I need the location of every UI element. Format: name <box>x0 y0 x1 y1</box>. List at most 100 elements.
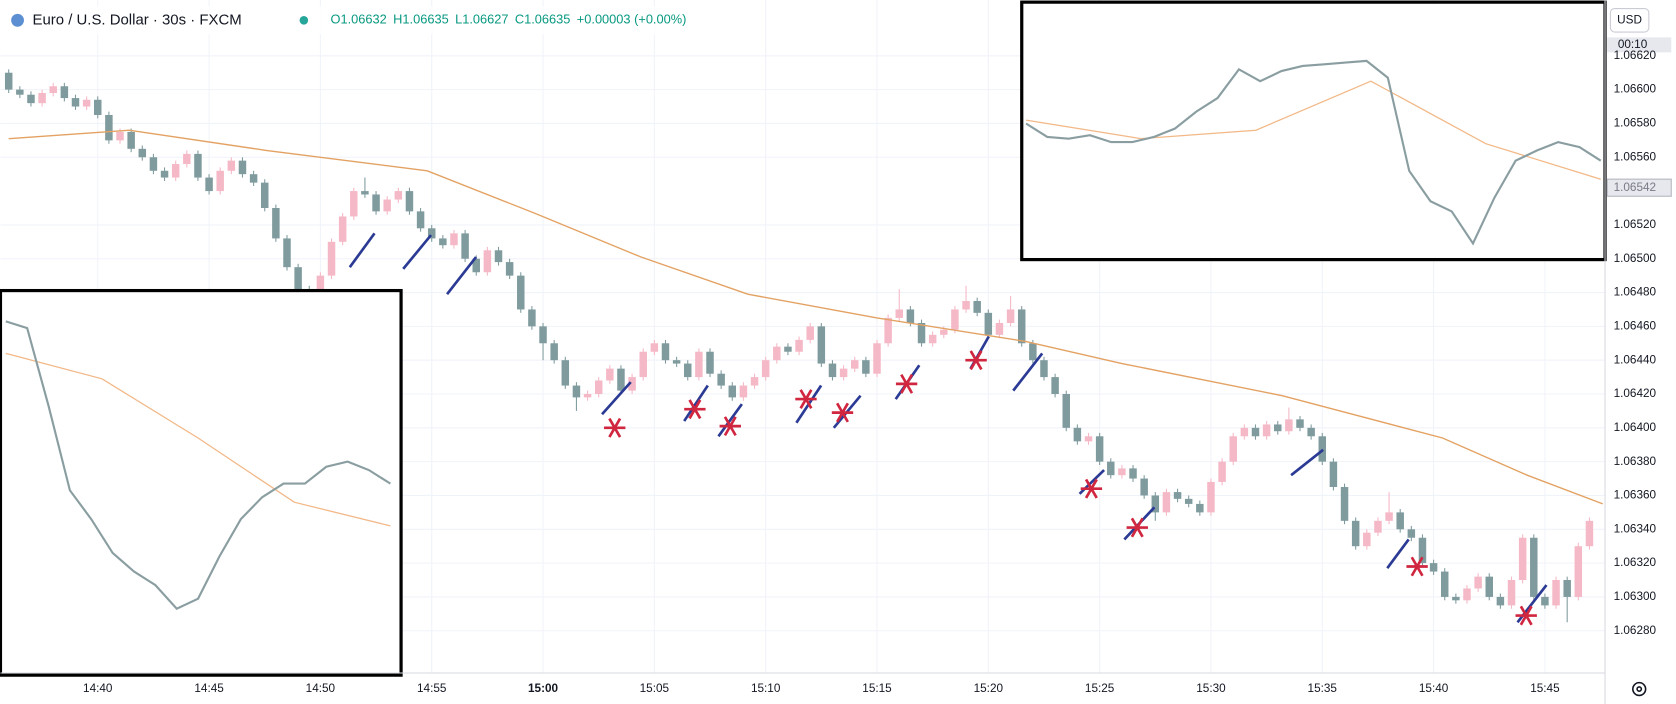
candle-body <box>1374 520 1382 533</box>
ohlc-low: L1.06627 <box>455 12 508 27</box>
y-tick-label: 1.06380 <box>1614 455 1657 468</box>
candle-body <box>1463 588 1471 601</box>
candle-body <box>561 360 570 386</box>
candle-body <box>127 131 135 149</box>
settings-icon[interactable] <box>1632 681 1647 697</box>
countdown-box <box>1607 37 1672 53</box>
currency-label: USD <box>1617 13 1642 26</box>
candle-body <box>1574 546 1583 597</box>
insets <box>0 0 1607 677</box>
candle-body <box>1095 436 1104 462</box>
candle-body <box>973 300 981 313</box>
candle-body <box>1062 394 1070 428</box>
candle-body <box>4 72 13 90</box>
candle-body <box>1407 529 1416 538</box>
candle-body <box>372 194 380 212</box>
x-tick-label: 15:45 <box>1530 682 1560 695</box>
candle-body <box>962 300 970 310</box>
candle-body <box>227 160 236 171</box>
trend-line <box>1386 538 1410 569</box>
symbol-icon <box>11 13 24 27</box>
candle-body <box>461 233 469 259</box>
candle-body <box>160 170 169 178</box>
candle-body <box>171 164 180 178</box>
star-marker <box>684 399 706 420</box>
candle-body <box>672 360 681 364</box>
candle-body <box>327 241 336 276</box>
ohlc-open: O1.06632 <box>331 12 387 27</box>
candle-body <box>71 98 80 107</box>
candle-body <box>839 368 848 378</box>
candle-body <box>316 275 325 293</box>
candle-body <box>183 153 191 165</box>
candle-body <box>1285 419 1293 432</box>
candle-body <box>483 250 492 273</box>
candle-body <box>1530 537 1538 597</box>
candle-body <box>1274 424 1282 432</box>
trend-line <box>683 384 709 422</box>
y-tick-label: 1.06340 <box>1614 522 1657 535</box>
candle-body <box>260 182 269 208</box>
candle-body <box>717 373 725 386</box>
candle-body <box>873 343 881 374</box>
candle-body <box>784 346 792 352</box>
x-tick-label: 15:15 <box>862 682 892 695</box>
candle-body <box>884 317 892 344</box>
candle-body <box>27 94 35 104</box>
candle-body <box>1017 309 1026 344</box>
candle-body <box>1251 427 1260 437</box>
candle-body <box>1429 563 1438 572</box>
candle-body <box>1006 309 1015 323</box>
candle-body <box>1118 468 1126 476</box>
currency-button[interactable] <box>1609 8 1650 33</box>
trend-line <box>446 256 478 296</box>
price-marker-label: 1.06542 <box>1614 181 1656 194</box>
candle-body <box>1296 419 1304 428</box>
candle-body <box>1184 498 1193 504</box>
candle-body <box>773 346 781 361</box>
candle-body <box>1262 424 1271 437</box>
ohlc: O1.06632 H1.06635 L1.06627 C1.06635 +0.00003… <box>331 12 687 27</box>
settings-icon-center <box>1636 686 1643 692</box>
star-marker <box>1406 556 1428 577</box>
candle-body <box>394 191 403 200</box>
star-marker <box>1080 478 1103 499</box>
candle-body <box>1084 436 1093 442</box>
star-marker <box>795 389 817 409</box>
x-tick-label: 15:05 <box>640 682 670 695</box>
candle-body <box>1552 580 1560 606</box>
candle-body <box>494 250 503 263</box>
inset-moving-average <box>1025 80 1601 180</box>
candle-body <box>249 174 258 183</box>
candle-body <box>238 160 247 175</box>
x-tick-label: 14:40 <box>83 682 113 695</box>
candle-body <box>350 191 358 217</box>
candle-body <box>628 377 636 391</box>
candle-body <box>1563 580 1571 597</box>
candle-body <box>1162 492 1171 513</box>
trend-line <box>1290 448 1324 477</box>
candle-body <box>427 228 436 239</box>
x-tick-label: 14:55 <box>417 682 447 695</box>
candle-body <box>1396 512 1404 530</box>
symbol[interactable]: Euro / U.S. Dollar · 30s · FXCM <box>33 11 242 28</box>
candle-body <box>1029 343 1037 361</box>
candle-body <box>116 131 124 141</box>
header: Euro / U.S. Dollar · 30s · FXCM O1.06632… <box>0 6 738 35</box>
candle-body <box>49 86 57 94</box>
candle-body <box>216 170 224 192</box>
y-tick-label: 1.06580 <box>1614 117 1657 130</box>
candle-body <box>1507 580 1516 606</box>
candle-body <box>906 309 915 323</box>
y-tick-label: 1.06280 <box>1614 624 1657 637</box>
candle-body <box>1307 427 1315 437</box>
candle-body <box>761 360 770 378</box>
trend-line <box>1012 352 1044 392</box>
star-marker <box>1515 605 1537 626</box>
x-tick-label: 15:20 <box>974 682 1004 695</box>
candle-body <box>1585 520 1594 547</box>
candle-body <box>138 148 147 158</box>
candle-body <box>917 322 926 344</box>
candle-body <box>94 99 102 115</box>
candle-body <box>951 309 959 330</box>
